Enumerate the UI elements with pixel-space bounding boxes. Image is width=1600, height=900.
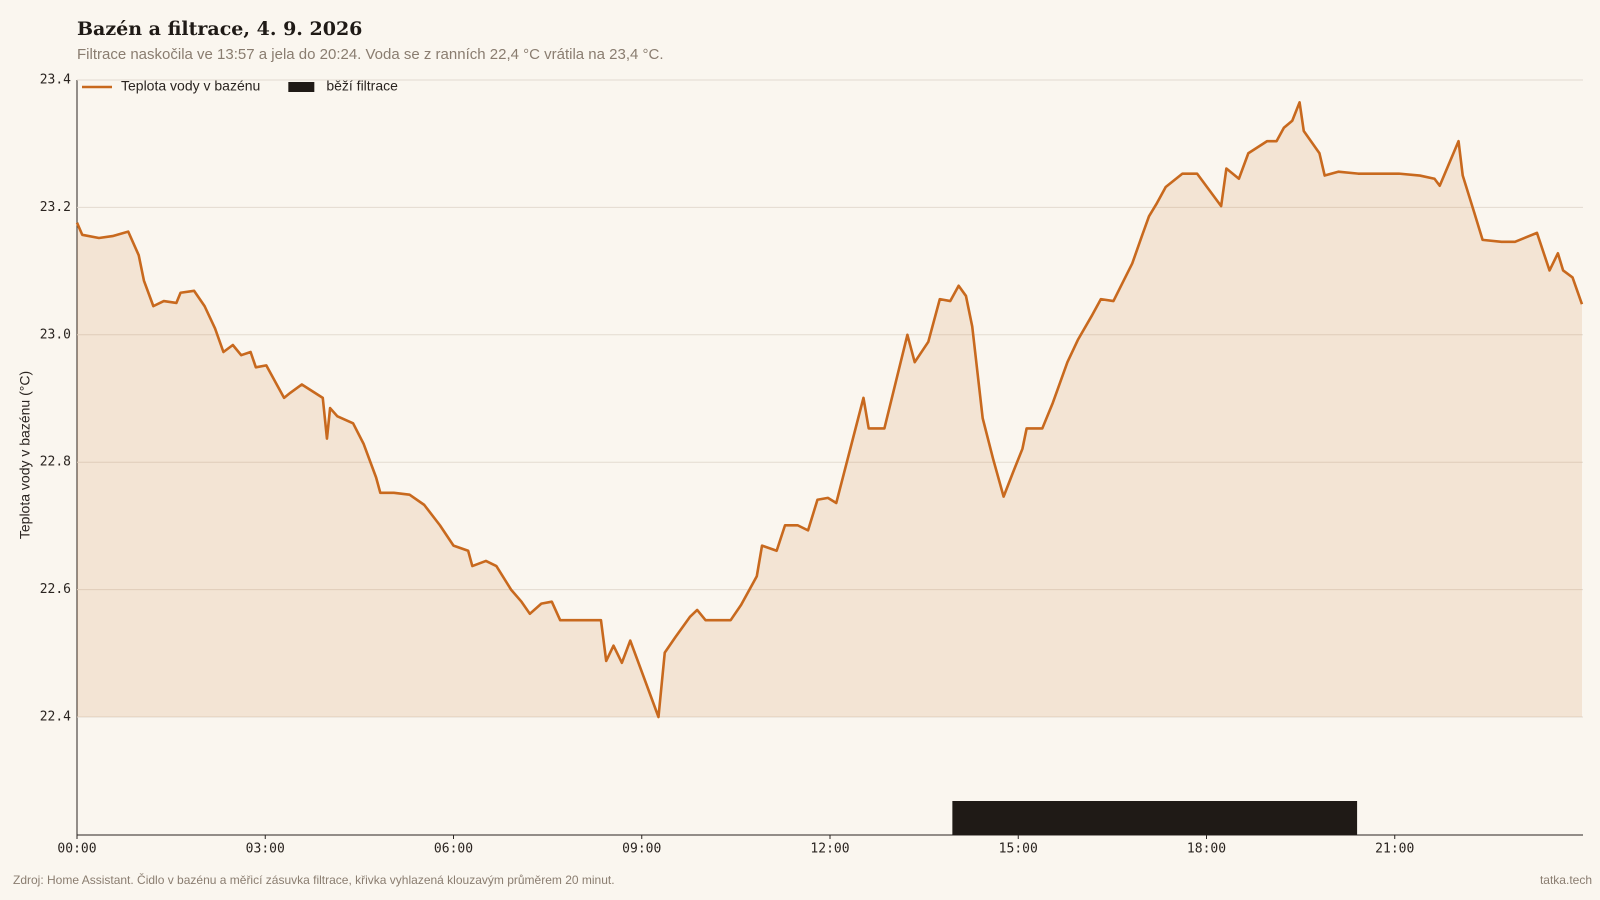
- x-tick-label: 06:00: [434, 842, 473, 857]
- legend-label: běží filtrace: [326, 78, 398, 94]
- y-tick-label: 23.0: [40, 327, 71, 342]
- y-tick-label: 22.8: [40, 455, 71, 470]
- legend-swatch: [288, 82, 315, 92]
- chart-subtitle: Filtrace naskočila ve 13:57 a jela do 20…: [77, 46, 664, 63]
- x-tick-label: 15:00: [999, 842, 1038, 857]
- x-tick-label: 00:00: [57, 842, 96, 857]
- chart-title: Bazén a filtrace, 4. 9. 2026: [77, 18, 362, 40]
- filtration-bar: [952, 801, 1358, 835]
- x-tick-label: 12:00: [810, 842, 849, 857]
- line: [75, 100, 1584, 719]
- x-tick-label: 21:00: [1375, 842, 1414, 857]
- y-tick-label: 22.6: [40, 582, 71, 597]
- x-tick-label: 03:00: [246, 842, 285, 857]
- credit: tatka.tech: [1540, 873, 1592, 887]
- source-note: Zdroj: Home Assistant. Čidlo v bazénu a …: [13, 872, 615, 887]
- area: [77, 102, 1582, 718]
- y-tick-label: 23.4: [40, 73, 71, 88]
- x-tick-label: 18:00: [1187, 842, 1226, 857]
- y-tick-label: 23.2: [40, 200, 71, 215]
- y-tick-label: 22.4: [40, 710, 71, 725]
- legend-label: Teplota vody v bazénu: [121, 78, 260, 94]
- x-tick-label: 09:00: [622, 842, 661, 857]
- y-axis-title: Teplota vody v bazénu (°C): [17, 371, 33, 539]
